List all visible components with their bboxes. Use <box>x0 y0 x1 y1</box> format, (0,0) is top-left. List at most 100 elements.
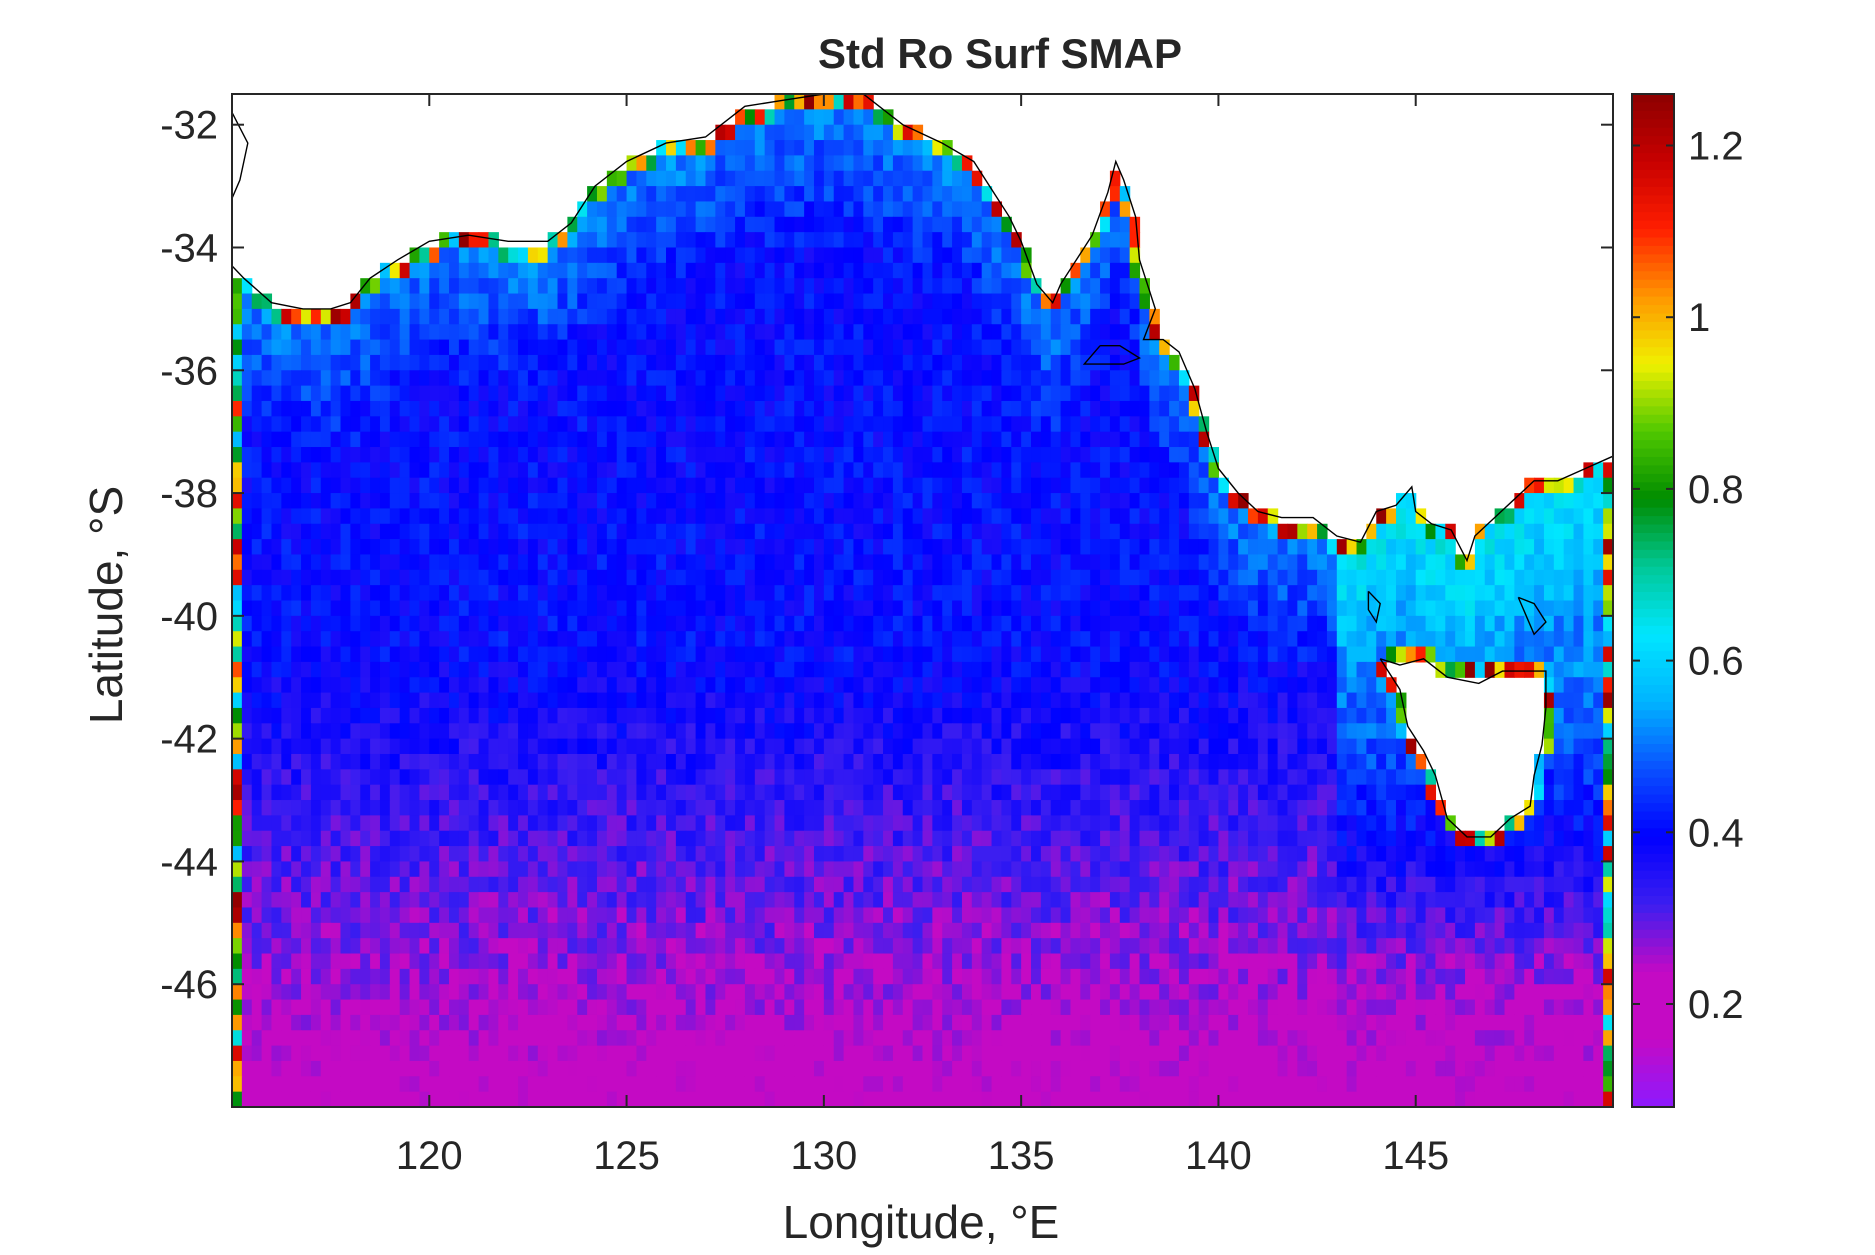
heatmap-cell <box>744 753 756 770</box>
heatmap-cell <box>1169 477 1180 494</box>
heatmap-cell <box>952 723 963 740</box>
heatmap-cell <box>439 262 450 279</box>
heatmap-cell <box>429 769 440 786</box>
heatmap-cell <box>281 431 292 448</box>
heatmap-cell <box>379 293 391 310</box>
heatmap-cell <box>1090 308 1101 325</box>
heatmap-cell <box>685 600 697 617</box>
heatmap-cell <box>1534 523 1545 540</box>
heatmap-cell <box>1583 462 1594 479</box>
heatmap-cell <box>735 109 746 126</box>
heatmap-cell <box>379 846 391 863</box>
heatmap-cell <box>922 201 933 218</box>
heatmap-cell <box>419 585 430 602</box>
heatmap-cell <box>389 800 401 816</box>
heatmap-cell <box>1395 569 1407 586</box>
heatmap-cell <box>281 615 292 632</box>
heatmap-cell <box>1208 707 1220 724</box>
heatmap-cell <box>873 539 884 556</box>
heatmap-cell <box>567 784 578 801</box>
heatmap-cell <box>1159 677 1170 694</box>
heatmap-cell <box>291 846 302 863</box>
heatmap-cell <box>1336 569 1348 586</box>
heatmap-cell <box>251 400 263 417</box>
heatmap-cell <box>409 815 421 832</box>
heatmap-cell <box>439 646 450 663</box>
heatmap-cell <box>1593 600 1604 617</box>
heatmap-cell <box>902 846 914 863</box>
heatmap-cell <box>1119 830 1131 847</box>
heatmap-cell <box>537 769 549 786</box>
heatmap-cell <box>399 846 411 863</box>
heatmap-cell <box>764 385 776 402</box>
heatmap-cell <box>1070 600 1081 617</box>
heatmap-cell <box>1395 523 1407 540</box>
heatmap-cell <box>952 201 963 218</box>
heatmap-cell <box>754 692 766 709</box>
heatmap-cell <box>310 784 322 801</box>
heatmap-cell <box>1336 707 1348 724</box>
heatmap-cell <box>370 830 381 847</box>
heatmap-cell <box>1080 431 1091 448</box>
heatmap-cell <box>912 815 924 832</box>
heatmap-cell <box>784 738 795 755</box>
heatmap-cell <box>1060 677 1072 694</box>
heatmap-cell <box>330 646 342 663</box>
heatmap-cell <box>488 493 499 510</box>
heatmap-cell <box>320 324 332 341</box>
heatmap-cell <box>1257 523 1269 540</box>
heatmap-cell <box>1100 262 1111 279</box>
heatmap-cell <box>883 186 894 203</box>
heatmap-cell <box>715 385 726 402</box>
heatmap-cell <box>725 278 736 295</box>
heatmap-cell <box>1356 631 1367 648</box>
heatmap-cell <box>981 769 993 786</box>
heatmap-cell <box>636 155 647 172</box>
heatmap-cell <box>1119 508 1131 525</box>
heatmap-cell <box>1119 462 1131 479</box>
heatmap-cell <box>557 753 568 770</box>
heatmap-cell <box>823 278 835 295</box>
heatmap-cell <box>1307 661 1318 678</box>
heatmap-cell <box>1080 493 1091 510</box>
heatmap-cell <box>1336 661 1348 678</box>
heatmap-cell <box>310 400 322 417</box>
heatmap-cell <box>883 431 894 448</box>
heatmap-cell <box>508 339 519 356</box>
heatmap-cell <box>340 830 351 847</box>
heatmap-cell <box>981 661 993 678</box>
heatmap-cell <box>735 769 746 786</box>
heatmap-cell <box>1317 815 1328 832</box>
heatmap-cell <box>656 692 667 709</box>
heatmap-cell <box>981 293 993 310</box>
heatmap-cell <box>804 493 815 510</box>
heatmap-cell <box>971 753 983 770</box>
heatmap-cell <box>1455 631 1466 648</box>
heatmap-cell <box>1395 539 1407 556</box>
heatmap-cell <box>853 201 864 218</box>
heatmap-cell <box>991 447 1003 463</box>
heatmap-cell <box>1435 815 1446 832</box>
heatmap-cell <box>1336 539 1348 556</box>
heatmap-cell <box>1228 569 1239 586</box>
heatmap-cell <box>537 800 549 816</box>
heatmap-cell <box>961 308 973 325</box>
heatmap-cell <box>863 508 874 525</box>
heatmap-cell <box>1080 738 1091 755</box>
heatmap-cell <box>1267 569 1279 586</box>
heatmap-cell <box>873 646 884 663</box>
heatmap-cell <box>705 707 716 724</box>
heatmap-cell <box>1080 646 1091 663</box>
heatmap-cell <box>1031 539 1042 556</box>
heatmap-cell <box>1129 784 1141 801</box>
heatmap-cell <box>1543 631 1555 648</box>
heatmap-cell <box>1603 493 1614 510</box>
heatmap-cell <box>961 769 973 786</box>
heatmap-cell <box>537 692 549 709</box>
heatmap-cell <box>360 784 371 801</box>
heatmap-cell <box>725 262 736 279</box>
heatmap-cell <box>567 846 578 863</box>
heatmap-cell <box>1188 477 1200 494</box>
heatmap-cell <box>833 477 845 494</box>
heatmap-cell <box>1504 554 1515 571</box>
